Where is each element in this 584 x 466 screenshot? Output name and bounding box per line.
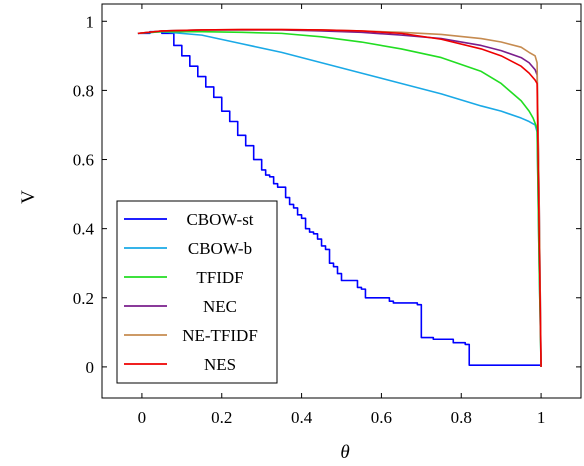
x-tick-label: 1 [537, 408, 546, 427]
y-tick-label: 0.4 [73, 220, 95, 239]
legend: CBOW-st CBOW-b TFIDF NEC NE-TFIDF NES [116, 200, 278, 384]
y-tick-label: 0.8 [73, 81, 94, 100]
series-layer [137, 28, 542, 367]
x-axis-label: θ [340, 442, 349, 463]
axis-ticks [102, 4, 581, 398]
x-tick-label: 0.2 [211, 408, 232, 427]
series-line-tfidf [137, 30, 542, 367]
y-tick-label: 0 [86, 358, 95, 377]
x-tick-label: 0.6 [371, 408, 392, 427]
y-tick-label: 0.2 [73, 289, 94, 308]
y-tick-label: 0.6 [73, 151, 94, 170]
series-line-nes [137, 28, 542, 367]
series-line-cbow-st [137, 30, 542, 367]
y-tick-label: 1 [86, 12, 95, 31]
legend-label: NE-TFIDF [182, 326, 258, 345]
legend-box [116, 200, 278, 384]
series-line-cbow-b [137, 30, 542, 367]
y-axis-label: V [18, 190, 39, 204]
x-tick-label: 0 [138, 408, 147, 427]
legend-label: TFIDF [196, 268, 243, 287]
plot-frame [101, 3, 582, 399]
legend-label: NEC [203, 297, 237, 316]
legend-label: NES [204, 355, 236, 374]
x-tick-label: 0.8 [451, 408, 472, 427]
legend-label: CBOW-b [188, 239, 252, 258]
tick-labels: 0 0.2 0.4 0.6 0.8 1 0 0.2 0.4 0.6 0.8 1 [73, 12, 546, 427]
legend-label: CBOW-st [186, 210, 253, 229]
x-tick-label: 0.4 [291, 408, 313, 427]
